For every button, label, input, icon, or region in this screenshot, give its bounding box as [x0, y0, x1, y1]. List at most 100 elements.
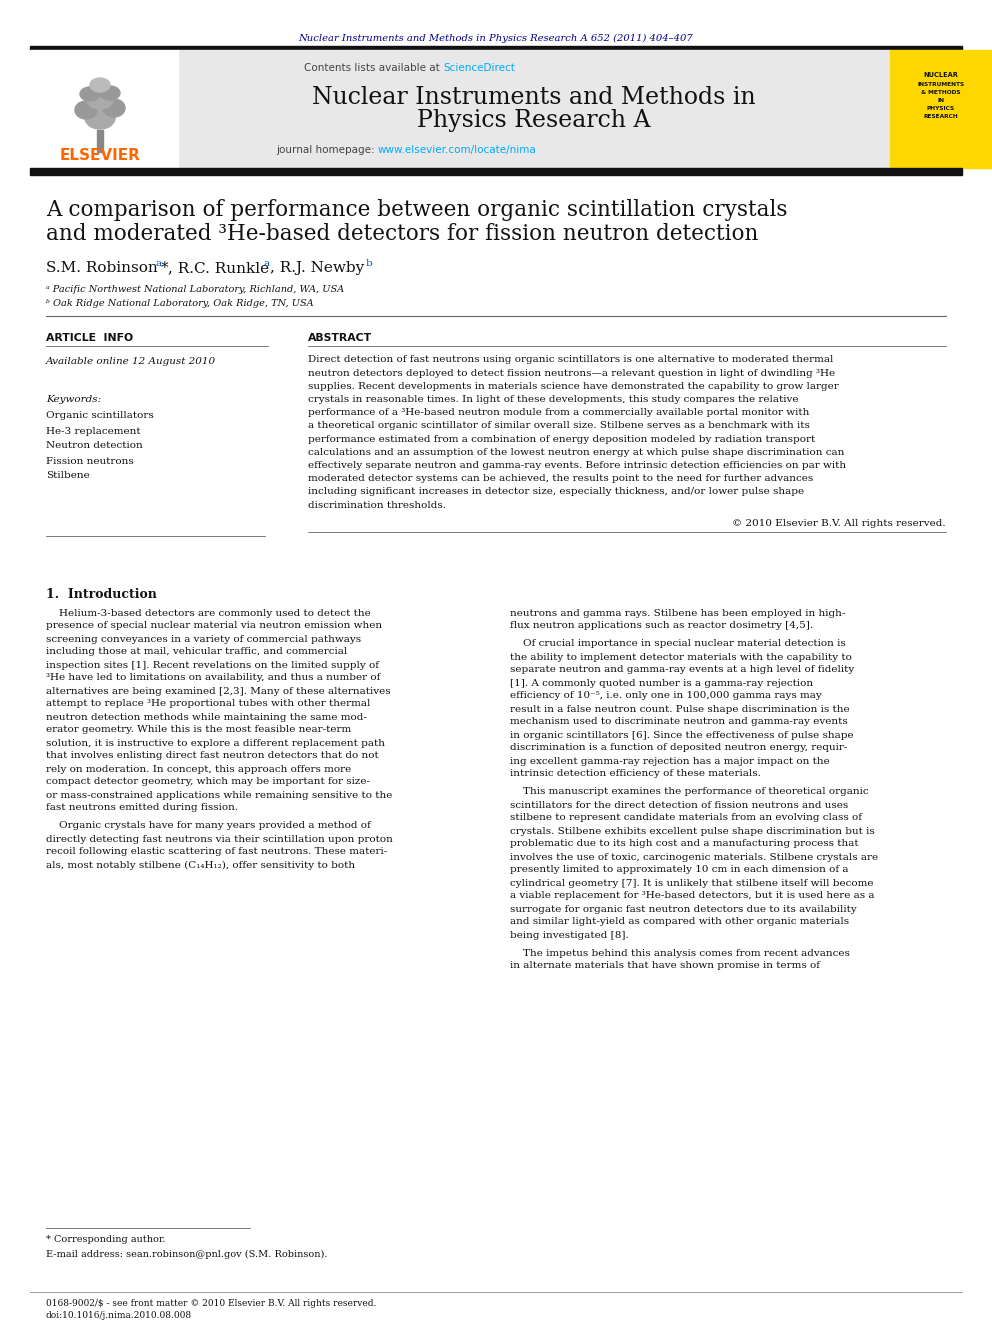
Bar — [30, 50, 178, 168]
Text: a: a — [155, 258, 161, 267]
Ellipse shape — [87, 91, 113, 108]
Text: © 2010 Elsevier B.V. All rights reserved.: © 2010 Elsevier B.V. All rights reserved… — [732, 519, 946, 528]
Text: Helium-3-based detectors are commonly used to detect the: Helium-3-based detectors are commonly us… — [46, 609, 371, 618]
Ellipse shape — [103, 99, 125, 116]
Text: intrinsic detection efficiency of these materials.: intrinsic detection efficiency of these … — [510, 770, 761, 778]
Text: crystals in reasonable times. In light of these developments, this study compare: crystals in reasonable times. In light o… — [308, 396, 799, 404]
Text: in alternate materials that have shown promise in terms of: in alternate materials that have shown p… — [510, 962, 820, 971]
Text: He-3 replacement: He-3 replacement — [46, 426, 141, 435]
Text: and similar light-yield as compared with other organic materials: and similar light-yield as compared with… — [510, 917, 849, 926]
Text: 0168-9002/$ - see front matter © 2010 Elsevier B.V. All rights reserved.: 0168-9002/$ - see front matter © 2010 El… — [46, 1298, 376, 1307]
Text: or mass-constrained applications while remaining sensitive to the: or mass-constrained applications while r… — [46, 791, 393, 799]
Text: , R.C. Runkle: , R.C. Runkle — [168, 261, 269, 275]
Text: recoil following elastic scattering of fast neutrons. These materi-: recoil following elastic scattering of f… — [46, 848, 387, 856]
Text: RESEARCH: RESEARCH — [924, 114, 958, 119]
Text: ᵃ Pacific Northwest National Laboratory, Richland, WA, USA: ᵃ Pacific Northwest National Laboratory,… — [46, 286, 344, 295]
Text: attempt to replace ³He proportional tubes with other thermal: attempt to replace ³He proportional tube… — [46, 700, 370, 709]
Text: Stilbene: Stilbene — [46, 471, 89, 480]
Text: solution, it is instructive to explore a different replacement path: solution, it is instructive to explore a… — [46, 738, 385, 747]
Text: calculations and an assumption of the lowest neutron energy at which pulse shape: calculations and an assumption of the lo… — [308, 448, 844, 456]
Text: problematic due to its high cost and a manufacturing process that: problematic due to its high cost and a m… — [510, 840, 859, 848]
Bar — [178, 50, 890, 168]
Text: Organic crystals have for many years provided a method of: Organic crystals have for many years pro… — [46, 822, 371, 831]
Text: a: a — [264, 258, 270, 267]
Ellipse shape — [85, 107, 115, 130]
Text: Physics Research A: Physics Research A — [418, 108, 651, 131]
Text: including significant increases in detector size, especially thickness, and/or l: including significant increases in detec… — [308, 487, 805, 496]
Text: ARTICLE  INFO: ARTICLE INFO — [46, 333, 133, 343]
Text: ELSEVIER: ELSEVIER — [60, 147, 141, 163]
Text: result in a false neutron count. Pulse shape discrimination is the: result in a false neutron count. Pulse s… — [510, 705, 849, 713]
Text: INSTRUMENTS: INSTRUMENTS — [918, 82, 964, 86]
Bar — [30, 168, 962, 175]
Text: 1.  Introduction: 1. Introduction — [46, 589, 157, 602]
Text: This manuscript examines the performance of theoretical organic: This manuscript examines the performance… — [510, 787, 869, 796]
Text: presently limited to approximately 10 cm in each dimension of a: presently limited to approximately 10 cm… — [510, 865, 848, 875]
Text: cylindrical geometry [7]. It is unlikely that stilbene itself will become: cylindrical geometry [7]. It is unlikely… — [510, 878, 874, 888]
Text: directly detecting fast neutrons via their scintillation upon proton: directly detecting fast neutrons via the… — [46, 835, 393, 844]
Text: the ability to implement detector materials with the capability to: the ability to implement detector materi… — [510, 652, 852, 662]
Text: ³He have led to limitations on availability, and thus a number of: ³He have led to limitations on availabil… — [46, 673, 380, 683]
Text: The impetus behind this analysis comes from recent advances: The impetus behind this analysis comes f… — [510, 949, 850, 958]
Text: presence of special nuclear material via neutron emission when: presence of special nuclear material via… — [46, 622, 382, 631]
Text: Nuclear Instruments and Methods in: Nuclear Instruments and Methods in — [312, 86, 756, 110]
Text: www.elsevier.com/locate/nima: www.elsevier.com/locate/nima — [378, 146, 537, 155]
Bar — [97, 130, 103, 152]
Text: involves the use of toxic, carcinogenic materials. Stilbene crystals are: involves the use of toxic, carcinogenic … — [510, 852, 878, 861]
Text: Organic scintillators: Organic scintillators — [46, 411, 154, 421]
Text: ᵇ Oak Ridge National Laboratory, Oak Ridge, TN, USA: ᵇ Oak Ridge National Laboratory, Oak Rid… — [46, 299, 313, 308]
Text: IN: IN — [937, 98, 944, 102]
Text: ing excellent gamma-ray rejection has a major impact on the: ing excellent gamma-ray rejection has a … — [510, 757, 829, 766]
Text: erator geometry. While this is the most feasible near-term: erator geometry. While this is the most … — [46, 725, 351, 734]
Text: discrimination is a function of deposited neutron energy, requir-: discrimination is a function of deposite… — [510, 744, 847, 753]
Text: A comparison of performance between organic scintillation crystals: A comparison of performance between orga… — [46, 198, 788, 221]
Text: a viable replacement for ³He-based detectors, but it is used here as a: a viable replacement for ³He-based detec… — [510, 892, 875, 901]
Text: S.M. Robinson: S.M. Robinson — [46, 261, 158, 275]
Text: Fission neutrons: Fission neutrons — [46, 456, 134, 466]
Text: including those at mail, vehicular traffic, and commercial: including those at mail, vehicular traff… — [46, 647, 347, 656]
Text: neutrons and gamma rays. Stilbene has been employed in high-: neutrons and gamma rays. Stilbene has be… — [510, 609, 845, 618]
Text: fast neutrons emitted during fission.: fast neutrons emitted during fission. — [46, 803, 238, 812]
Ellipse shape — [80, 87, 100, 101]
Text: doi:10.1016/j.nima.2010.08.008: doi:10.1016/j.nima.2010.08.008 — [46, 1311, 192, 1319]
Text: alternatives are being examined [2,3]. Many of these alternatives: alternatives are being examined [2,3]. M… — [46, 687, 391, 696]
Text: a theoretical organic scintillator of similar overall size. Stilbene serves as a: a theoretical organic scintillator of si… — [308, 422, 809, 430]
Text: * Corresponding author.: * Corresponding author. — [46, 1236, 166, 1245]
Text: Direct detection of fast neutrons using organic scintillators is one alternative: Direct detection of fast neutrons using … — [308, 356, 833, 365]
Text: performance estimated from a combination of energy deposition modeled by radiati: performance estimated from a combination… — [308, 435, 815, 443]
Text: als, most notably stilbene (C₁₄H₁₂), offer sensitivity to both: als, most notably stilbene (C₁₄H₁₂), off… — [46, 860, 355, 869]
Text: crystals. Stilbene exhibits excellent pulse shape discrimination but is: crystals. Stilbene exhibits excellent pu… — [510, 827, 875, 836]
Text: NUCLEAR: NUCLEAR — [924, 71, 958, 78]
Bar — [30, 46, 962, 50]
Text: being investigated [8].: being investigated [8]. — [510, 930, 629, 939]
Text: supplies. Recent developments in materials science have demonstrated the capabil: supplies. Recent developments in materia… — [308, 382, 839, 390]
Text: neutron detection methods while maintaining the same mod-: neutron detection methods while maintain… — [46, 713, 367, 721]
Text: PHYSICS: PHYSICS — [927, 106, 955, 111]
Text: , R.J. Newby: , R.J. Newby — [270, 261, 364, 275]
Text: and moderated ³He-based detectors for fission neutron detection: and moderated ³He-based detectors for fi… — [46, 224, 758, 245]
Bar — [890, 50, 992, 168]
Text: journal homepage:: journal homepage: — [276, 146, 378, 155]
Text: E-mail address: sean.robinson@pnl.gov (S.M. Robinson).: E-mail address: sean.robinson@pnl.gov (S… — [46, 1249, 327, 1258]
Text: *: * — [161, 261, 169, 275]
Ellipse shape — [100, 86, 120, 101]
Text: Keywords:: Keywords: — [46, 396, 101, 405]
Text: surrogate for organic fast neutron detectors due to its availability: surrogate for organic fast neutron detec… — [510, 905, 857, 913]
Text: moderated detector systems can be achieved, the results point to the need for fu: moderated detector systems can be achiev… — [308, 475, 813, 483]
Text: scintillators for the direct detection of fission neutrons and uses: scintillators for the direct detection o… — [510, 800, 848, 810]
Text: efficiency of 10⁻⁵, i.e. only one in 100,000 gamma rays may: efficiency of 10⁻⁵, i.e. only one in 100… — [510, 692, 821, 700]
Text: separate neutron and gamma-ray events at a high level of fidelity: separate neutron and gamma-ray events at… — [510, 665, 854, 675]
Text: mechanism used to discriminate neutron and gamma-ray events: mechanism used to discriminate neutron a… — [510, 717, 848, 726]
Text: Contents lists available at: Contents lists available at — [304, 64, 443, 73]
Text: b: b — [366, 258, 373, 267]
Text: that involves enlisting direct fast neutron detectors that do not: that involves enlisting direct fast neut… — [46, 751, 379, 761]
Text: screening conveyances in a variety of commercial pathways: screening conveyances in a variety of co… — [46, 635, 361, 643]
Text: performance of a ³He-based neutron module from a commercially available portal m: performance of a ³He-based neutron modul… — [308, 409, 809, 417]
Text: neutron detectors deployed to detect fission neutrons—a relevant question in lig: neutron detectors deployed to detect fis… — [308, 369, 835, 377]
Text: Nuclear Instruments and Methods in Physics Research A 652 (2011) 404–407: Nuclear Instruments and Methods in Physi… — [299, 33, 693, 42]
Text: stilbene to represent candidate materials from an evolving class of: stilbene to represent candidate material… — [510, 814, 862, 823]
Text: Available online 12 August 2010: Available online 12 August 2010 — [46, 357, 216, 366]
Text: ScienceDirect: ScienceDirect — [443, 64, 515, 73]
Text: ABSTRACT: ABSTRACT — [308, 333, 372, 343]
Text: discrimination thresholds.: discrimination thresholds. — [308, 500, 446, 509]
